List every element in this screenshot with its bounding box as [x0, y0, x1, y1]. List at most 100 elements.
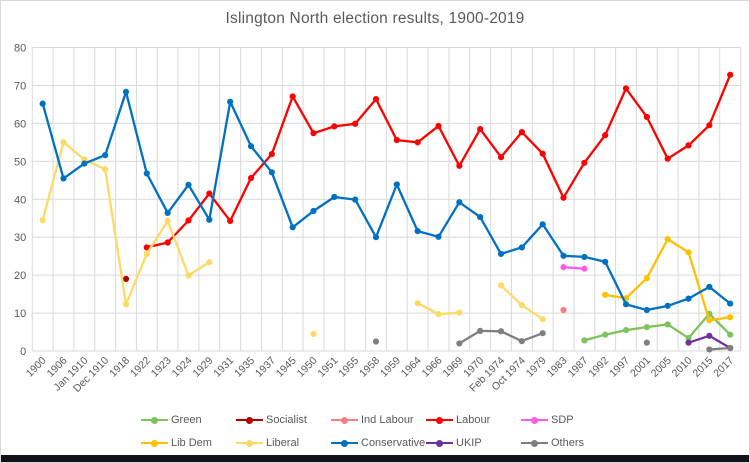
series-marker-labour [331, 123, 338, 130]
series-marker-labour [164, 239, 171, 246]
legend-label-socialist: Socialist [266, 414, 307, 426]
x-axis-label: 1931 [211, 355, 236, 380]
series-marker-others [477, 327, 484, 334]
legend-item-labour: Labour [426, 412, 490, 428]
chart-gridlines [31, 47, 742, 352]
series-green [581, 310, 734, 344]
series-marker-labour [372, 95, 380, 103]
series-marker-conservative [164, 209, 171, 217]
series-conservative [39, 88, 734, 314]
series-marker-conservative [206, 216, 213, 223]
series-marker-labour [352, 120, 359, 127]
series-marker-labour [497, 154, 505, 161]
x-axis-label: 1922 [128, 355, 153, 380]
y-axis-label: 60 [14, 118, 26, 130]
y-axis-label: 10 [14, 308, 26, 320]
series-marker-liberal [143, 250, 150, 257]
x-axis-label: 1900 [24, 355, 49, 380]
series-marker-lib-dem [706, 317, 713, 324]
series-marker-green [602, 331, 609, 338]
x-axis-label: 1958 [357, 355, 382, 380]
series-marker-conservative [602, 258, 609, 265]
series-marker-ind-labour [560, 306, 567, 314]
series-marker-others [497, 328, 505, 335]
y-axis-labels: 0 10 20 30 40 50 60 70 80 [14, 43, 26, 359]
x-axis-label: 1955 [336, 355, 361, 380]
legend-label-sdp: SDP [551, 414, 574, 426]
series-marker-conservative [393, 181, 400, 188]
series-marker-conservative [102, 152, 109, 159]
legend-item-lib-dem: Lib Dem [141, 435, 212, 451]
series-marker-labour [206, 190, 213, 197]
series-marker-liberal [414, 300, 421, 307]
y-axis-label: 70 [14, 80, 26, 92]
series-marker-conservative [268, 169, 275, 176]
series-marker-labour [664, 155, 671, 162]
series-marker-labour [727, 71, 734, 78]
series-marker-liberal [518, 301, 525, 309]
series-marker-liberal [39, 217, 46, 224]
legend-swatch-sdp [521, 416, 548, 425]
x-axis-label: 1979 [524, 355, 549, 380]
series-marker-labour [622, 85, 630, 92]
x-axis-label: 1969 [440, 355, 465, 380]
series-marker-conservative [456, 199, 463, 206]
series-marker-lib-dem [602, 291, 609, 298]
series-marker-labour [581, 159, 588, 166]
legend-swatch-labour [426, 416, 453, 425]
legend-label-conservative: Conservative [361, 437, 426, 449]
series-marker-sdp [581, 265, 588, 272]
x-axis-label: 1992 [586, 355, 611, 380]
legend-item-conservative: Conservative [331, 435, 425, 451]
series-marker-liberal [497, 282, 505, 289]
x-axis-label: 1918 [107, 355, 132, 380]
series-line-green [583, 312, 732, 342]
series-marker-lib-dem [664, 235, 671, 243]
series-marker-conservative [310, 207, 317, 215]
series-marker-labour [685, 142, 692, 149]
series-marker-conservative [227, 98, 234, 105]
series-socialist [122, 275, 130, 283]
legend-label-green: Green [171, 414, 202, 426]
legend-item-others: Others [521, 435, 584, 451]
series-marker-conservative [727, 300, 734, 307]
series-marker-conservative [289, 224, 296, 231]
series-marker-conservative [331, 193, 338, 201]
series-marker-labour [227, 217, 234, 224]
series-marker-liberal [206, 259, 213, 266]
series-marker-others [643, 339, 650, 346]
chart-title: Islington North election results, 1900-2… [225, 10, 525, 27]
y-axis-label: 0 [20, 346, 26, 358]
series-marker-conservative [185, 181, 192, 188]
x-axis-label: 1950 [295, 355, 320, 380]
series-marker-labour [643, 113, 650, 121]
series-marker-labour [310, 130, 317, 137]
series-line-liberal [41, 141, 544, 321]
series-marker-liberal [164, 217, 171, 224]
series-labour [143, 71, 734, 251]
legend-item-ukip: UKIP [426, 435, 482, 451]
legend-label-ind-labour: Ind Labour [361, 414, 414, 426]
series-marker-labour [477, 125, 484, 133]
series-marker-green [581, 337, 588, 344]
legend-swatch-liberal [236, 439, 263, 448]
series-marker-conservative [122, 88, 130, 95]
legend-swatch-ukip [426, 439, 453, 448]
series-marker-conservative [664, 302, 671, 309]
legend-item-sdp: SDP [521, 412, 574, 428]
series-marker-liberal [310, 330, 317, 338]
series-others [372, 327, 734, 353]
x-axis-label: 1951 [315, 355, 340, 380]
series-sdp [560, 264, 588, 272]
series-marker-conservative [352, 196, 359, 203]
legend-item-green: Green [141, 412, 202, 428]
x-axis-label: 1945 [274, 355, 299, 380]
series-marker-others [372, 338, 380, 345]
series-marker-conservative [477, 213, 484, 221]
series-line-conservative [41, 90, 732, 312]
series-marker-conservative [581, 253, 588, 261]
x-axis-label: 1983 [545, 355, 570, 380]
series-marker-conservative [81, 160, 88, 167]
